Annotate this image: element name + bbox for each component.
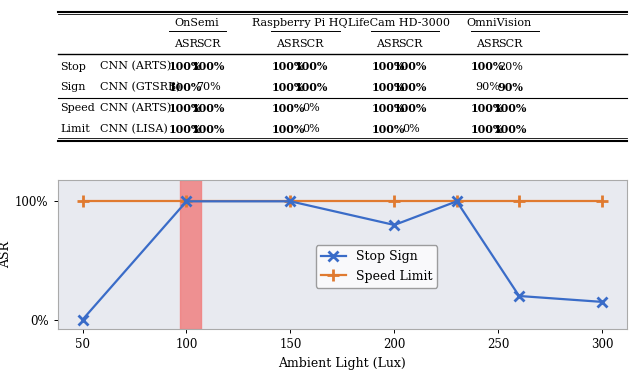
Text: 100%: 100% <box>169 103 202 114</box>
Speed Limit <box>287 199 294 203</box>
Text: Sign: Sign <box>60 82 86 92</box>
Stop Sign <box>390 223 398 227</box>
Stop Sign <box>287 199 294 203</box>
Stop Sign <box>598 300 606 304</box>
Text: ASR: ASR <box>376 39 400 49</box>
Text: 100%: 100% <box>169 82 202 93</box>
Text: 100%: 100% <box>493 124 527 135</box>
Text: 100%: 100% <box>371 61 404 72</box>
Text: 100%: 100% <box>394 82 428 93</box>
Text: 90%: 90% <box>497 82 524 93</box>
Text: 100%: 100% <box>294 61 328 72</box>
Text: CNN (ARTS): CNN (ARTS) <box>100 61 172 72</box>
Text: Speed: Speed <box>60 103 95 113</box>
Line: Speed Limit: Speed Limit <box>77 196 608 207</box>
Text: SCR: SCR <box>299 39 323 49</box>
Text: 100%: 100% <box>371 103 404 114</box>
Text: Stop: Stop <box>60 62 86 71</box>
Text: 100%: 100% <box>169 61 202 72</box>
Text: 100%: 100% <box>371 82 404 93</box>
Text: Raspberry Pi HQ: Raspberry Pi HQ <box>252 18 348 28</box>
Speed Limit <box>515 199 523 203</box>
Text: 0%: 0% <box>402 124 420 134</box>
Text: OmniVision: OmniVision <box>467 18 532 28</box>
Text: 90%: 90% <box>476 82 500 92</box>
Speed Limit <box>79 199 86 203</box>
Text: 100%: 100% <box>294 82 328 93</box>
Text: SCR: SCR <box>499 39 523 49</box>
Text: 100%: 100% <box>394 61 428 72</box>
Y-axis label: ASR: ASR <box>0 241 12 268</box>
Text: 0%: 0% <box>302 103 320 113</box>
Text: 100%: 100% <box>271 61 305 72</box>
Bar <box>180 180 201 329</box>
Text: 100%: 100% <box>471 124 504 135</box>
Text: 100%: 100% <box>271 124 305 135</box>
Text: 100%: 100% <box>192 103 225 114</box>
Text: CNN (GTSRB): CNN (GTSRB) <box>100 82 181 93</box>
Text: 100%: 100% <box>394 103 428 114</box>
Text: 100%: 100% <box>192 61 225 72</box>
Stop Sign <box>453 199 461 203</box>
Stop Sign <box>182 199 190 203</box>
Text: 20%: 20% <box>498 62 523 71</box>
Text: 100%: 100% <box>371 124 404 135</box>
Stop Sign <box>515 294 523 298</box>
Text: ASR: ASR <box>174 39 198 49</box>
Text: 70%: 70% <box>196 82 221 92</box>
Text: OnSemi: OnSemi <box>175 18 220 28</box>
Text: 100%: 100% <box>192 124 225 135</box>
Text: CNN (ARTS): CNN (ARTS) <box>100 103 172 113</box>
Text: SCR: SCR <box>196 39 221 49</box>
Line: Stop Sign: Stop Sign <box>77 196 607 325</box>
Speed Limit <box>598 199 606 203</box>
Text: Limit: Limit <box>60 124 90 134</box>
Stop Sign <box>79 318 86 322</box>
Text: 0%: 0% <box>302 124 320 134</box>
Speed Limit <box>453 199 461 203</box>
X-axis label: Ambient Light (Lux): Ambient Light (Lux) <box>278 357 406 370</box>
Speed Limit <box>182 199 190 203</box>
Legend: Stop Sign, Speed Limit: Stop Sign, Speed Limit <box>316 245 437 288</box>
Text: 100%: 100% <box>493 103 527 114</box>
Speed Limit <box>390 199 398 203</box>
Text: LifeCam HD-3000: LifeCam HD-3000 <box>348 18 451 28</box>
Text: 100%: 100% <box>271 82 305 93</box>
Text: SCR: SCR <box>399 39 423 49</box>
Text: 100%: 100% <box>471 61 504 72</box>
Text: 100%: 100% <box>271 103 305 114</box>
Text: ASR: ASR <box>476 39 500 49</box>
Text: CNN (LISA): CNN (LISA) <box>100 124 168 134</box>
Text: 100%: 100% <box>169 124 202 135</box>
Text: ASR: ASR <box>276 39 300 49</box>
Text: 100%: 100% <box>471 103 504 114</box>
